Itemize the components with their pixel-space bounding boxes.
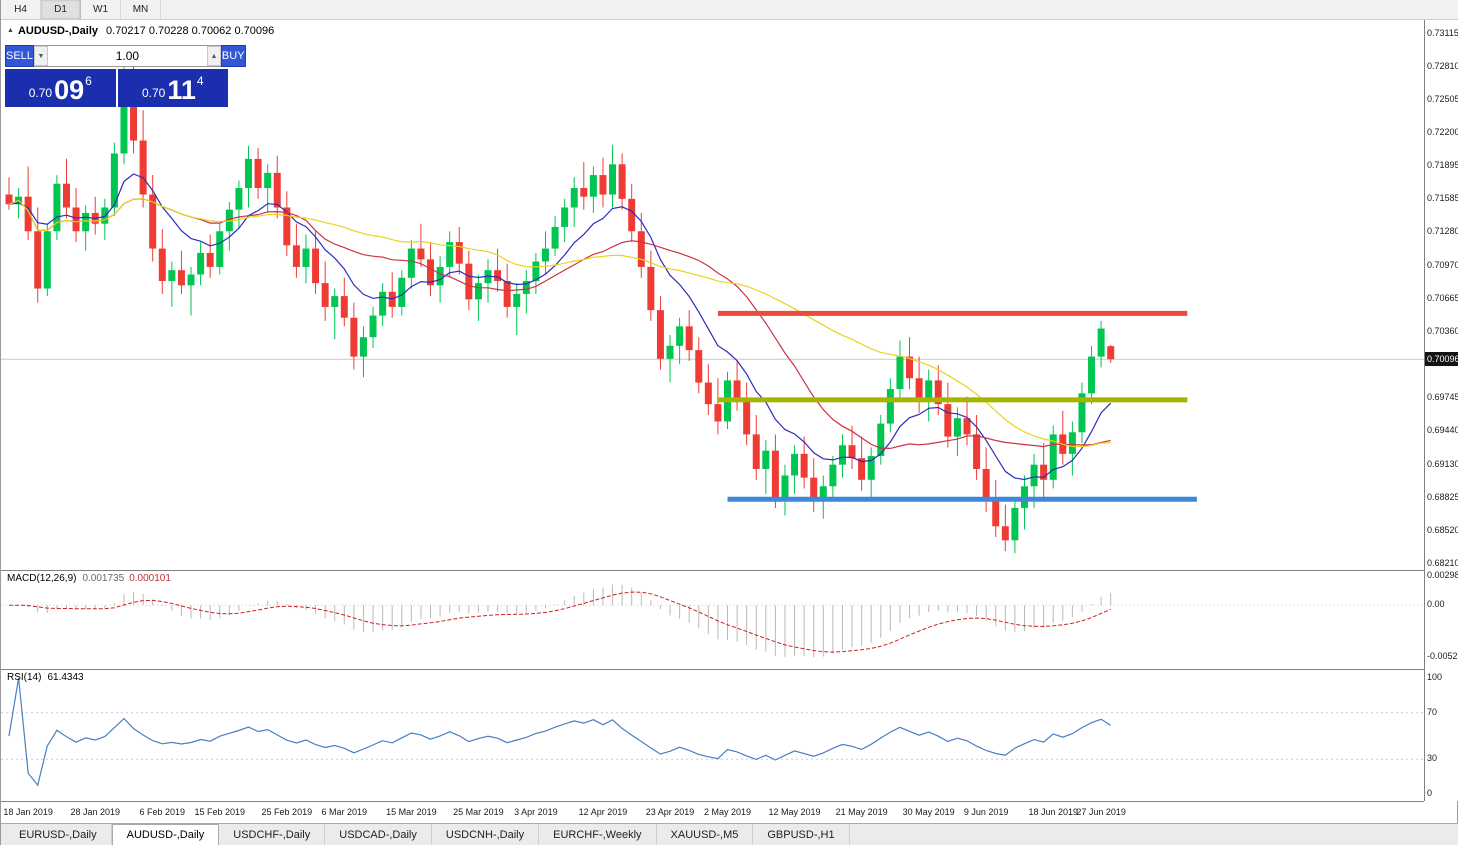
timeframe-button-w1[interactable]: W1 [81, 0, 121, 19]
buy-price-sup: 4 [196, 74, 204, 88]
buy-price-prefix: 0.70 [141, 86, 166, 100]
sell-price-sup: 6 [85, 74, 92, 88]
volume-input[interactable] [47, 46, 207, 66]
chart-tab-eurusd-daily[interactable]: EURUSD-,Daily [5, 824, 112, 845]
price-axis-label: 0.69440 [1427, 425, 1458, 436]
buy-price-big: 11 [167, 75, 196, 105]
price-axis-label: 0.69130 [1427, 458, 1458, 469]
chart-tab-xauusd-m5[interactable]: XAUUSD-,M5 [657, 824, 754, 845]
price-axis-label: 0.72810 [1427, 60, 1458, 71]
buy-price-display[interactable]: 0.70 11 4 [117, 69, 228, 107]
sell-price-prefix: 0.70 [28, 86, 53, 100]
current-price-tag: 0.70096 [1425, 352, 1458, 367]
date-label: 3 Apr 2019 [514, 807, 558, 817]
macd-label: MACD(12,26,9) 0.001735 0.000101 [7, 573, 171, 584]
macd-axis-label: -0.00525 [1427, 650, 1458, 661]
rsi-axis-label: 100 [1427, 672, 1443, 682]
macd-axis-label: 0.00 [1427, 599, 1445, 610]
date-label: 28 Jan 2019 [70, 807, 120, 817]
macd-main-value: 0.001735 [82, 573, 125, 584]
price-axis-label: 0.71585 [1427, 193, 1458, 204]
candlestick-chart[interactable] [1, 20, 1424, 570]
date-label: 18 Jan 2019 [3, 807, 53, 817]
price-axis-label: 0.70970 [1427, 259, 1458, 270]
sell-price-display[interactable]: 0.70 09 6 [5, 69, 116, 107]
chart-scroll-marker-icon: ▲ [7, 27, 14, 34]
rsi-value: 61.4343 [47, 672, 84, 683]
macd-axis-label: 0.00298 [1427, 570, 1458, 581]
date-label: 2 May 2019 [703, 807, 752, 817]
price-axis-label: 0.72505 [1427, 93, 1458, 104]
date-label: 12 Apr 2019 [578, 807, 628, 817]
chart-tab-usdcad-daily[interactable]: USDCAD-,Daily [325, 824, 432, 845]
price-axis-label: 0.71280 [1427, 226, 1458, 237]
chart-ohlc-values: 0.70217 0.70228 0.70062 0.70096 [106, 25, 275, 37]
one-click-trading-panel: SELL ▼ ▲ BUY 0.70 09 6 0.70 11 4 [5, 45, 246, 107]
date-label: 12 May 2019 [768, 807, 821, 817]
rsi-plot[interactable] [1, 670, 1424, 802]
price-axis-label: 0.71895 [1427, 159, 1458, 170]
volume-decrease-icon[interactable]: ▼ [33, 46, 48, 66]
date-label: 27 Jun 2019 [1076, 807, 1126, 817]
date-label: 23 Apr 2019 [645, 807, 695, 817]
date-label: 25 Mar 2019 [453, 807, 504, 817]
price-axis-label: 0.70665 [1427, 292, 1458, 303]
timeframe-toolbar: H4 D1 W1 MN [1, 0, 1458, 20]
macd-indicator-panel[interactable] [1, 570, 1424, 669]
date-label: 6 Mar 2019 [321, 807, 368, 817]
sell-price-big: 09 [54, 75, 85, 105]
price-axis-label: 0.69745 [1427, 392, 1458, 403]
buy-button[interactable]: BUY [220, 45, 246, 67]
rsi-name: RSI(14) [7, 672, 42, 683]
chart-tab-usdcnh-daily[interactable]: USDCNH-,Daily [432, 824, 540, 845]
rsi-indicator-panel[interactable] [1, 669, 1424, 801]
volume-control: ▼ ▲ [33, 45, 221, 67]
macd-signal-value: 0.000101 [129, 573, 171, 584]
timeframe-button-h4[interactable]: H4 [1, 0, 41, 19]
date-label: 30 May 2019 [902, 807, 955, 817]
sell-button[interactable]: SELL [5, 45, 34, 67]
price-axis-label: 0.68520 [1427, 524, 1458, 535]
rsi-axis-label: 30 [1427, 753, 1438, 764]
volume-increase-icon[interactable]: ▲ [206, 46, 221, 66]
price-axis-label: 0.68210 [1427, 558, 1458, 568]
chart-tab-bar: EURUSD-,Daily AUDUSD-,Daily USDCHF-,Daily U… [1, 823, 1458, 845]
timeframe-button-d1[interactable]: D1 [41, 0, 81, 19]
macd-name: MACD(12,26,9) [7, 573, 77, 584]
date-axis[interactable]: 18 Jan 2019 28 Jan 2019 6 Feb 2019 15 Feb 2… [1, 801, 1424, 823]
date-label: 21 May 2019 [835, 807, 888, 817]
date-label: 15 Feb 2019 [194, 807, 246, 817]
chart-title: ▲ AUDUSD-,Daily 0.70217 0.70228 0.70062 0.… [7, 25, 274, 37]
rsi-label: RSI(14) 61.4343 [7, 672, 84, 683]
main-chart-panel[interactable] [1, 20, 1424, 570]
chart-tab-usdchf-daily[interactable]: USDCHF-,Daily [219, 824, 326, 845]
timeframe-button-mn[interactable]: MN [121, 0, 161, 19]
date-label: 9 Jun 2019 [963, 807, 1009, 817]
date-label: 25 Feb 2019 [261, 807, 313, 817]
rsi-axis-label: 70 [1427, 706, 1438, 717]
date-label: 15 Mar 2019 [386, 807, 437, 817]
price-axis-label: 0.72200 [1427, 126, 1458, 137]
chart-tab-gbpusd-h1[interactable]: GBPUSD-,H1 [753, 824, 850, 845]
chart-symbol-label: AUDUSD-,Daily [17, 25, 99, 37]
price-axis[interactable]: 0.70096 0.73115 0.72810 0.72505 0.72200 0.71… [1424, 20, 1458, 801]
price-axis-label: 0.73115 [1427, 28, 1458, 38]
chart-tab-eurchf-weekly[interactable]: EURCHF-,Weekly [539, 824, 657, 845]
date-label: 18 Jun 2019 [1028, 807, 1078, 817]
chart-tab-audusd-daily[interactable]: AUDUSD-,Daily [111, 824, 220, 845]
price-axis-label: 0.68825 [1427, 491, 1458, 502]
macd-plot[interactable] [1, 571, 1424, 670]
rsi-axis-label: 0 [1427, 788, 1433, 798]
date-label: 6 Feb 2019 [139, 807, 186, 817]
price-axis-label: 0.70360 [1427, 325, 1458, 336]
